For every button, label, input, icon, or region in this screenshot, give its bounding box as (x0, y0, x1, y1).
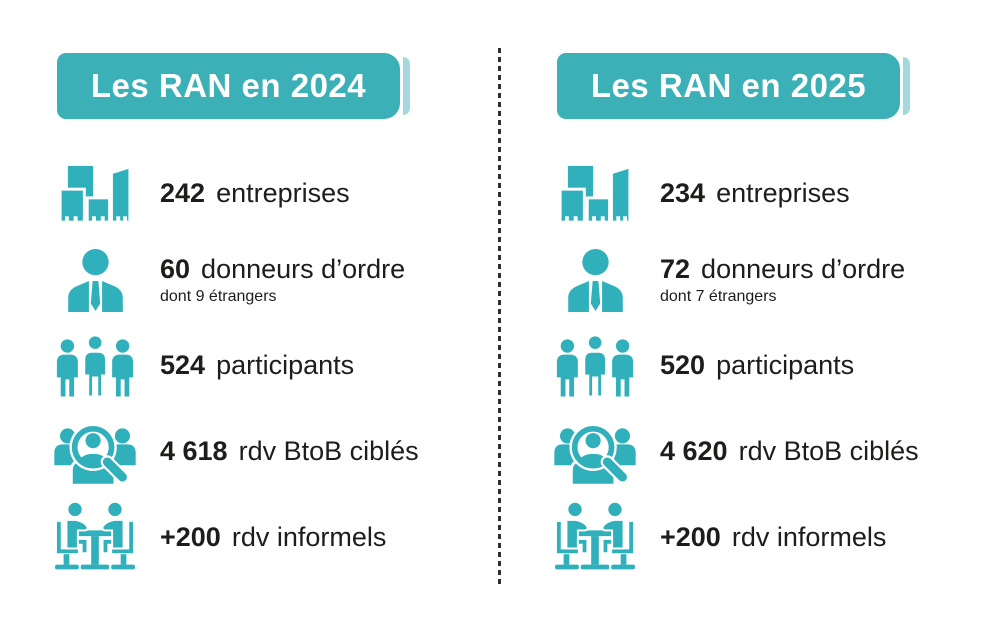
stat-entreprises-2024: 242 entreprises (45, 163, 500, 225)
banner-stripe-2025 (903, 57, 910, 115)
stat-label: rdv informels (731, 522, 887, 553)
stat-label: participants (216, 350, 355, 381)
stat-label: donneurs d’ordre (201, 254, 406, 285)
stat-entreprises-2025: 234 entreprises (545, 163, 1000, 225)
informal-meeting-table-icon (551, 499, 639, 577)
banner-title-2025: Les RAN en 2025 (557, 53, 900, 119)
stat-label: rdv informels (231, 522, 387, 553)
btob-meetings-search-icon (552, 417, 638, 487)
column-divider (498, 48, 501, 588)
stat-donneurs-2024: 60 donneurs d’ordre dont 9 étrangers (45, 249, 500, 311)
stat-label: rdv BtoB ciblés (238, 436, 419, 467)
stats-2025: 234 entreprises 72 donneurs d’ordre dont 7… (545, 163, 1000, 569)
stat-sublabel: dont 7 étrangers (660, 287, 777, 305)
stat-donneurs-2025: 72 donneurs d’ordre dont 7 étrangers (545, 249, 1000, 311)
stat-participants-2024: 524 participants (45, 335, 500, 397)
column-2025: Les RAN en 2025 234 entreprises 72 donneur… (500, 0, 1000, 630)
stat-rdv-informels-2025: +200 rdv informels (545, 507, 1000, 569)
stat-number: 524 (160, 350, 206, 381)
banner-stripe-2024 (403, 57, 410, 115)
stat-number: 60 (160, 254, 191, 285)
stat-number: 242 (160, 178, 206, 209)
banner-title-2024: Les RAN en 2024 (57, 53, 400, 119)
stat-number: 4 620 (660, 436, 728, 467)
stat-number: +200 (160, 522, 221, 553)
stat-label: entreprises (716, 178, 850, 209)
btob-meetings-search-icon (52, 417, 138, 487)
stat-rdv-btob-2025: 4 620 rdv BtoB ciblés (545, 421, 1000, 483)
stat-number: 234 (660, 178, 706, 209)
stat-sublabel: dont 9 étrangers (160, 287, 277, 305)
informal-meeting-table-icon (51, 499, 139, 577)
stat-label: rdv BtoB ciblés (738, 436, 919, 467)
participants-group-icon (555, 333, 635, 399)
businessman-icon (565, 248, 626, 312)
stat-participants-2025: 520 participants (545, 335, 1000, 397)
participants-group-icon (55, 333, 135, 399)
buildings-icon (58, 163, 132, 225)
stat-number: +200 (660, 522, 721, 553)
businessman-icon (65, 248, 126, 312)
buildings-icon (558, 163, 632, 225)
banner-2024: Les RAN en 2024 (57, 53, 500, 119)
stat-number: 520 (660, 350, 706, 381)
stat-number: 4 618 (160, 436, 228, 467)
stat-label: entreprises (216, 178, 350, 209)
column-2024: Les RAN en 2024 242 entreprises 60 donneur… (0, 53, 500, 630)
stats-2024: 242 entreprises 60 donneurs d’ordre dont 9… (45, 163, 500, 569)
banner-2025: Les RAN en 2025 (557, 53, 1000, 119)
stat-number: 72 (660, 254, 691, 285)
stat-rdv-informels-2024: +200 rdv informels (45, 507, 500, 569)
stat-label: donneurs d’ordre (701, 254, 906, 285)
stat-label: participants (716, 350, 855, 381)
stat-rdv-btob-2024: 4 618 rdv BtoB ciblés (45, 421, 500, 483)
